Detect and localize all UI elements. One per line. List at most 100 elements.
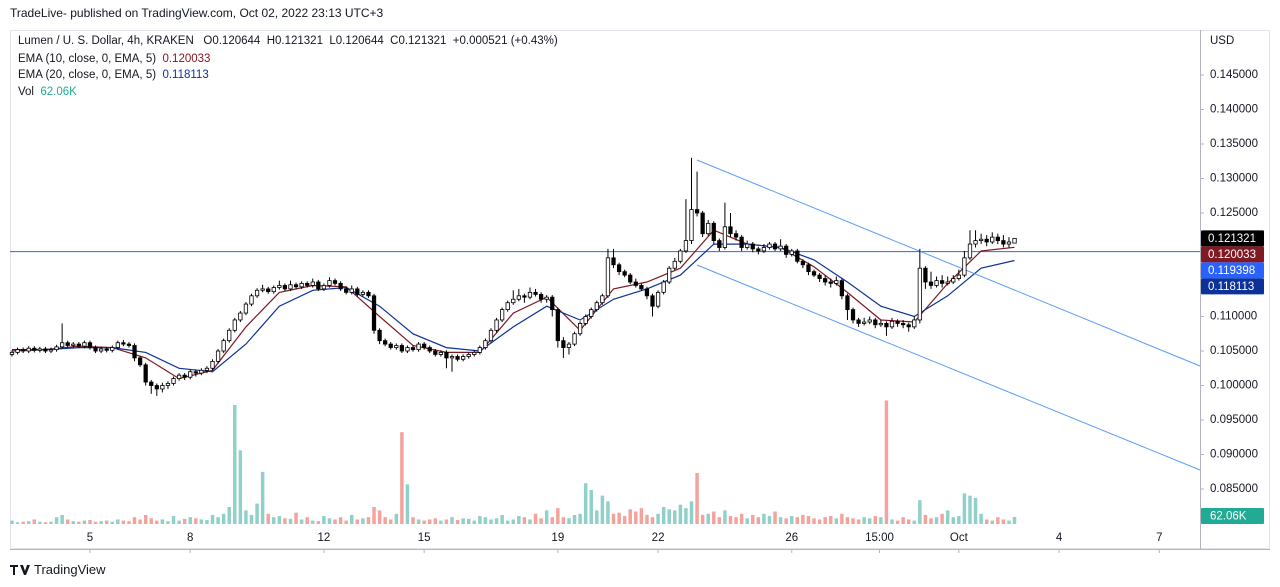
- candle-body: [288, 284, 293, 290]
- volume-bar: [77, 521, 81, 524]
- candle-body: [416, 343, 421, 351]
- candle-body: [121, 342, 126, 345]
- volume-bar: [322, 516, 326, 524]
- volume-bar: [929, 518, 933, 524]
- volume-bar: [383, 517, 387, 524]
- volume-bar: [327, 518, 332, 524]
- candle-body: [878, 323, 883, 326]
- x-tick-label: 15:00: [865, 532, 894, 544]
- volume-bar: [350, 514, 354, 524]
- volume-bar: [934, 517, 939, 524]
- volume-bar: [377, 510, 382, 524]
- candle-body: [477, 347, 482, 353]
- volume-bar: [266, 513, 270, 524]
- volume-bar: [422, 520, 426, 524]
- candle-body: [254, 289, 260, 297]
- candle-body: [204, 367, 210, 371]
- candle-body: [82, 342, 87, 347]
- volume-bar: [99, 521, 103, 524]
- candle-body: [316, 281, 321, 290]
- volume-bar: [606, 501, 610, 524]
- candle-body: [21, 349, 26, 352]
- candle-body: [410, 347, 416, 351]
- volume-bar: [338, 517, 343, 524]
- candle-body: [54, 346, 59, 351]
- candle-body: [232, 319, 237, 331]
- volume-bar: [867, 518, 872, 524]
- candle-body: [394, 345, 399, 348]
- candle-body: [516, 295, 521, 300]
- volume-bar: [249, 514, 254, 524]
- candle-body: [182, 374, 187, 378]
- volume-bar: [918, 500, 922, 524]
- volume-bar: [205, 520, 209, 524]
- candle-body: [672, 260, 677, 269]
- candle-body: [1012, 237, 1017, 244]
- candle-body: [967, 243, 973, 259]
- volume-bar: [372, 507, 376, 524]
- volume-layer: [10, 400, 1017, 524]
- volume-bar: [160, 519, 165, 524]
- volume-bar: [389, 519, 393, 524]
- candle-body: [973, 240, 978, 245]
- candle-body: [332, 280, 338, 284]
- volume-bar: [522, 517, 527, 524]
- volume-bar: [116, 519, 120, 524]
- ema-value: 0.118113: [162, 69, 209, 81]
- x-tick-label: 12: [318, 532, 331, 544]
- candle-body: [733, 233, 739, 238]
- volume-bar: [182, 518, 187, 524]
- candle-body: [76, 343, 81, 347]
- candle-body: [48, 349, 54, 352]
- volume-bar: [149, 518, 153, 524]
- volume-bar: [973, 497, 978, 524]
- candle-body: [945, 281, 950, 284]
- candle-body: [605, 257, 611, 297]
- candle-body: [461, 356, 466, 360]
- volume-bar: [110, 521, 114, 524]
- volume-bar: [578, 513, 582, 524]
- candle-body: [928, 281, 934, 286]
- volume-bar: [790, 516, 794, 524]
- candle-body: [427, 347, 432, 352]
- volume-bar: [489, 519, 493, 524]
- volume-bar: [71, 521, 75, 524]
- volume-bar: [238, 450, 243, 524]
- price-label: 0.121321: [1208, 233, 1256, 245]
- candle-body: [823, 278, 828, 283]
- volume-bar: [806, 516, 811, 524]
- candle-body: [93, 347, 98, 352]
- volume-bar: [500, 514, 504, 524]
- candle-body: [238, 312, 243, 321]
- line-layer: [10, 229, 1200, 380]
- candle-body: [678, 250, 683, 262]
- ohlc-value: 0.121321: [398, 35, 447, 47]
- candle-body: [249, 295, 254, 305]
- candle-body: [488, 329, 494, 342]
- y-tick-label: 0.105000: [1210, 345, 1258, 357]
- volume-bar: [93, 521, 98, 524]
- volume-bar: [517, 516, 521, 524]
- volume-bar: [901, 517, 905, 524]
- volume-bar: [706, 513, 710, 524]
- candle-body: [71, 343, 76, 346]
- volume-bar: [622, 516, 627, 524]
- volume-bar: [450, 517, 454, 524]
- volume-bar: [951, 517, 955, 524]
- x-tick-label: 26: [785, 532, 798, 544]
- candle-body: [867, 319, 872, 323]
- change: +0.000521: [452, 35, 508, 47]
- volume-bar: [700, 514, 705, 524]
- volume-label: 62.06K: [1210, 510, 1247, 522]
- y-tick-label: 0.130000: [1210, 173, 1258, 185]
- candle-body: [884, 323, 889, 328]
- volume-bar: [984, 519, 989, 524]
- volume-bar: [567, 518, 571, 524]
- volume-bar: [845, 517, 850, 524]
- volume-bar: [344, 520, 348, 524]
- volume-bar: [461, 518, 465, 524]
- candle-body: [566, 343, 572, 348]
- candle-body: [110, 347, 115, 351]
